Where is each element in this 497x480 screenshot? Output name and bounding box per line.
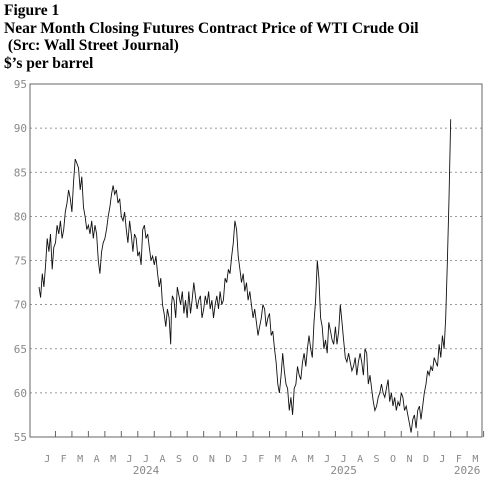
- x-month-label: J: [143, 454, 149, 465]
- x-month-label: J: [242, 454, 248, 465]
- x-month-label: N: [209, 454, 215, 465]
- x-month-label: A: [159, 454, 165, 465]
- x-month-label: F: [258, 454, 264, 465]
- x-month-label: O: [390, 454, 396, 465]
- x-month-label: D: [423, 454, 429, 465]
- x-month-label: F: [456, 454, 462, 465]
- y-axis-units: $’s per barrel: [4, 54, 94, 72]
- grid-lines: [30, 127, 482, 394]
- y-tick-label: 80: [14, 210, 27, 223]
- y-axis-ticks: 55 60 65 70 75 80 85 90 95: [14, 78, 27, 444]
- x-month-label: J: [44, 454, 50, 465]
- x-month-label: M: [472, 454, 478, 465]
- x-month-label: M: [275, 454, 281, 465]
- figure-label: Figure 1: [4, 2, 60, 19]
- x-month-label: S: [176, 454, 182, 465]
- x-month-label: M: [308, 454, 314, 465]
- x-month-label: S: [374, 454, 380, 465]
- y-tick-label: 75: [14, 255, 27, 268]
- x-year-label: 2024: [133, 464, 160, 477]
- y-tick-label: 70: [14, 299, 27, 312]
- x-month-label: D: [225, 454, 231, 465]
- x-year-label: 2026: [454, 464, 481, 477]
- x-month-label: A: [357, 454, 363, 465]
- y-tick-label: 95: [14, 78, 27, 91]
- title-block: Figure 1 Near Month Closing Futures Cont…: [4, 2, 419, 72]
- y-tick-label: 55: [14, 431, 27, 444]
- y-tick-label: 85: [14, 166, 27, 179]
- chart-source: (Src: Wall Street Journal): [4, 37, 179, 54]
- chart-title: Near Month Closing Futures Contract Pric…: [4, 19, 419, 37]
- y-tick-label: 90: [14, 122, 27, 135]
- x-month-label: J: [341, 454, 347, 465]
- x-month-label: N: [406, 454, 412, 465]
- x-month-label: F: [61, 454, 67, 465]
- x-month-label: M: [77, 454, 83, 465]
- x-month-label: J: [324, 454, 330, 465]
- price-series-line: [38, 119, 452, 433]
- x-month-label: M: [110, 454, 116, 465]
- x-month-label: A: [94, 454, 100, 465]
- y-tick-label: 60: [14, 387, 27, 400]
- x-month-label: J: [127, 454, 133, 465]
- x-month-label: J: [439, 454, 445, 465]
- x-month-label: A: [291, 454, 297, 465]
- x-month-label: O: [192, 454, 198, 465]
- y-tick-label: 65: [14, 343, 27, 356]
- x-year-label: 2025: [330, 464, 357, 477]
- plot-frame: [29, 83, 483, 438]
